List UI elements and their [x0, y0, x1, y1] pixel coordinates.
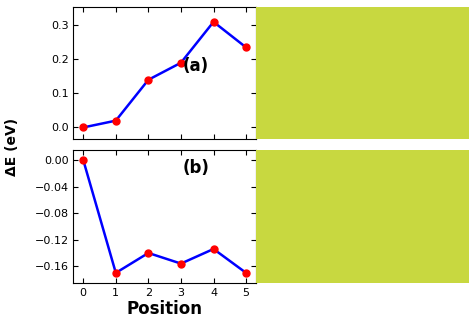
Text: ΔE (eV): ΔE (eV) — [5, 118, 19, 176]
Text: (a): (a) — [183, 57, 209, 75]
X-axis label: Position: Position — [127, 301, 203, 318]
Text: (b): (b) — [183, 159, 210, 177]
